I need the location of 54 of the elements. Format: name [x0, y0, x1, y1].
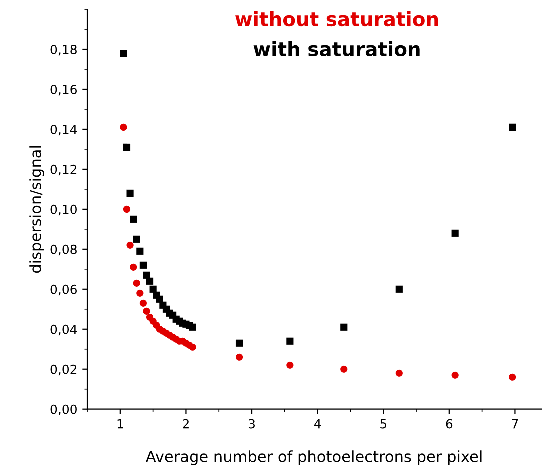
x-tick-label: 4 — [314, 419, 322, 429]
text: without saturation — [236, 12, 438, 27]
point — [509, 374, 516, 381]
point — [133, 280, 140, 287]
x-tick-label: 3 — [248, 419, 255, 429]
point — [133, 236, 140, 243]
x-tick-label: 7 — [512, 419, 518, 429]
point — [120, 50, 128, 58]
y-tick-label: 0,16 — [50, 84, 78, 96]
point — [140, 300, 147, 307]
y-tick-label: 0,00 — [50, 404, 77, 416]
y-tick-label: 0,02 — [50, 364, 77, 376]
y-tick-label: 0,04 — [50, 324, 78, 336]
x-axis-title: Average number of photoelectrons per pixel — [146, 450, 482, 466]
point — [143, 308, 150, 315]
y-tick-label: 0,06 — [50, 284, 78, 296]
y-tick-label: 0,14 — [50, 124, 78, 136]
point — [189, 344, 196, 351]
text: with saturation — [254, 42, 420, 57]
y-tick-label: 0,12 — [50, 164, 77, 176]
point — [123, 144, 131, 152]
point — [452, 230, 459, 237]
point — [146, 278, 154, 285]
x-tick-label: 5 — [380, 419, 386, 429]
point — [236, 354, 244, 361]
x-tick-label: 1 — [118, 419, 124, 429]
y-axis-title: dispersion/signal — [30, 146, 44, 274]
point — [136, 290, 144, 297]
y-tick-label: 0,18 — [50, 44, 77, 56]
point — [509, 124, 516, 132]
point — [189, 324, 196, 331]
point — [156, 296, 164, 303]
point — [126, 242, 134, 249]
point — [136, 248, 144, 255]
point — [126, 190, 134, 197]
point — [286, 362, 294, 369]
y-tick-label: 0,10 — [50, 204, 77, 216]
point — [123, 206, 131, 213]
point — [396, 286, 403, 293]
x-tick-label: 2 — [183, 419, 189, 429]
point — [143, 272, 150, 279]
point — [340, 324, 348, 331]
x-tick-label: 6 — [446, 419, 453, 429]
y-tick-label: 0,08 — [50, 244, 77, 256]
point — [236, 340, 244, 347]
point — [452, 372, 459, 379]
point — [396, 370, 403, 377]
point — [340, 366, 348, 373]
point — [286, 338, 294, 345]
point — [120, 124, 128, 132]
point — [150, 286, 157, 293]
point — [130, 264, 138, 271]
point — [140, 262, 147, 269]
point — [130, 216, 138, 223]
